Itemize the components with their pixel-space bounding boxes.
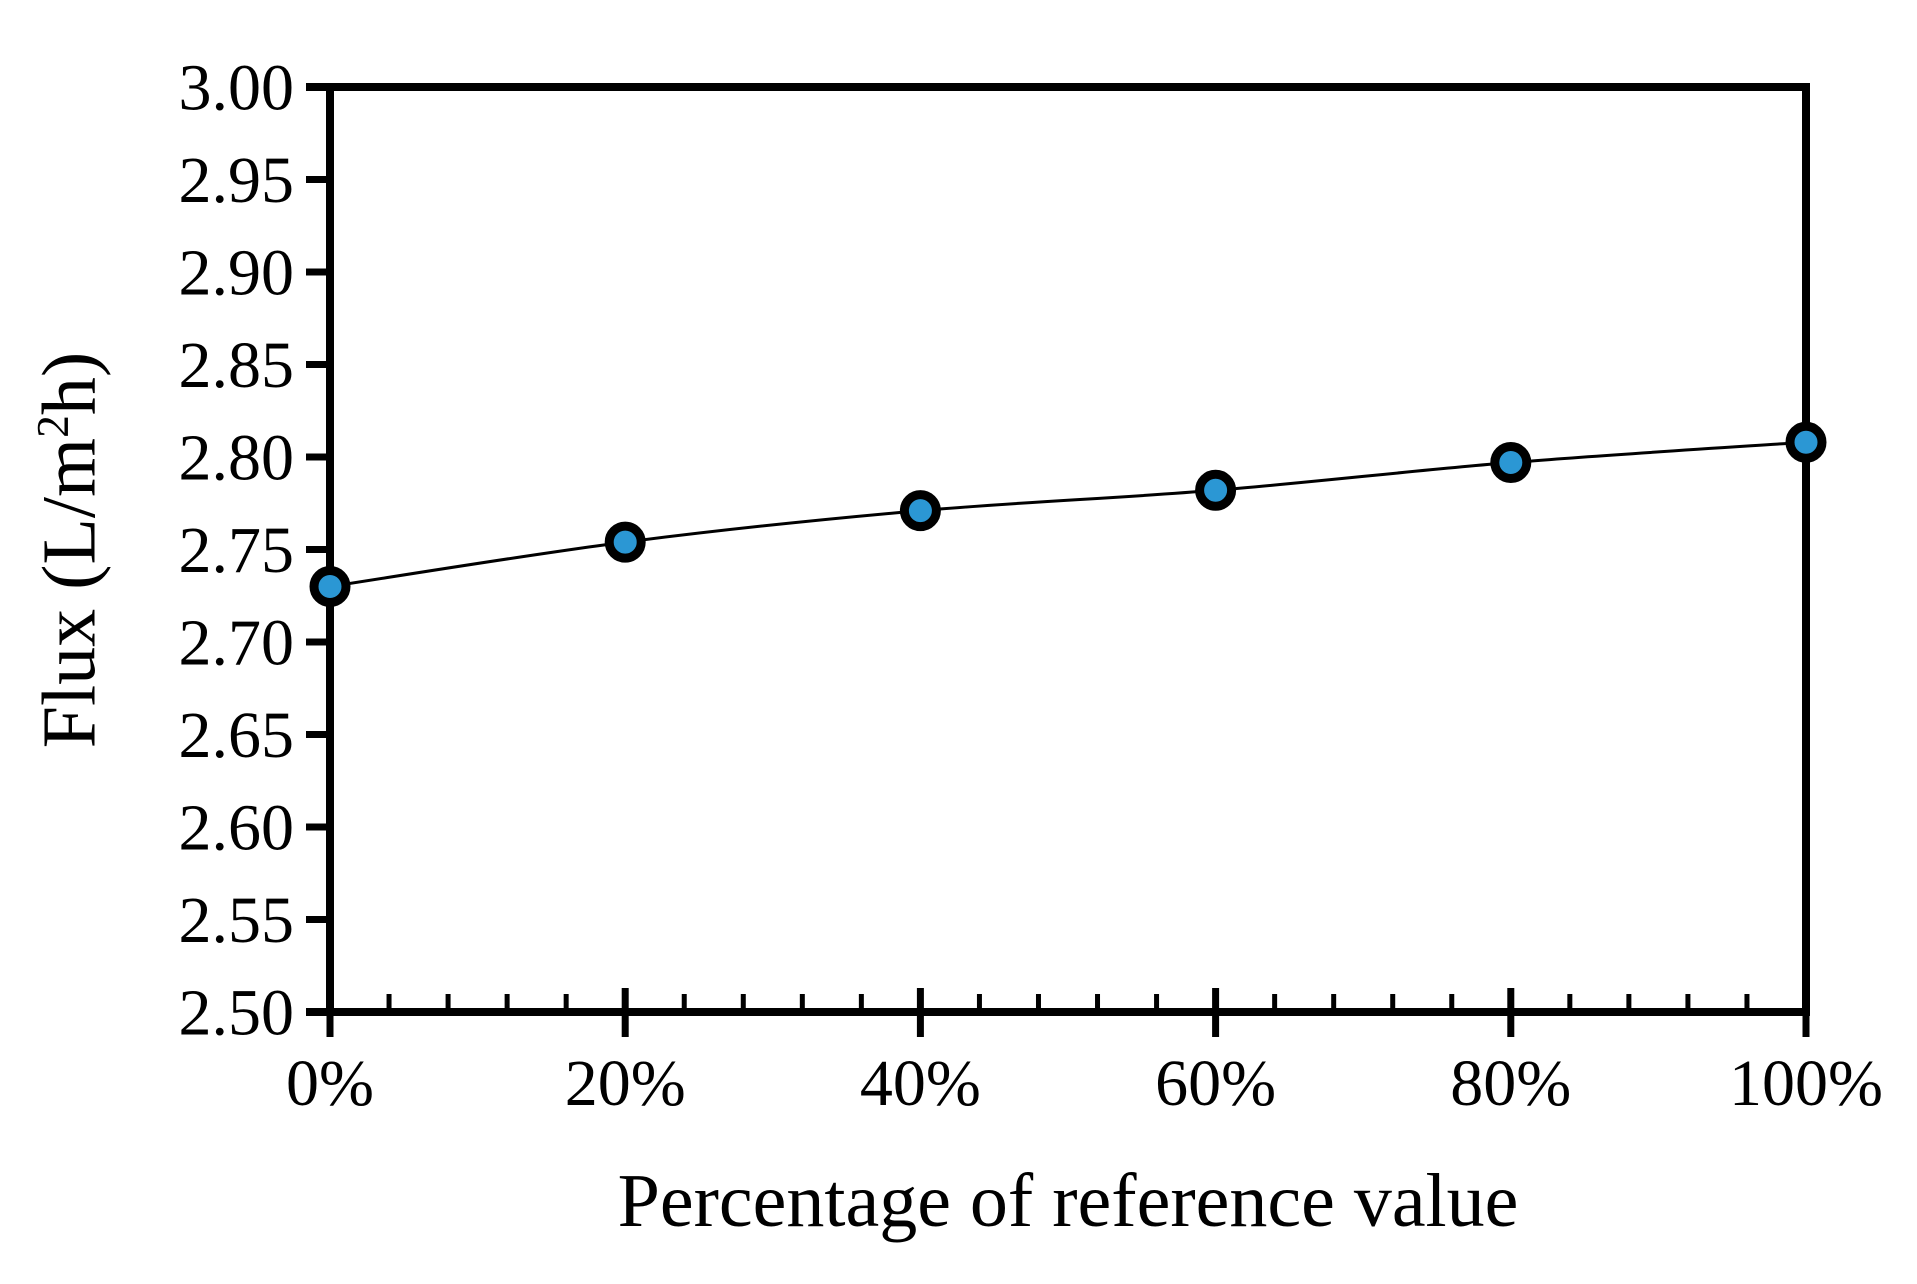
y-tick-label: 2.90 bbox=[179, 236, 295, 309]
y-tick-label: 2.50 bbox=[179, 976, 295, 1049]
y-tick-label: 2.65 bbox=[179, 699, 295, 772]
y-axis-title-post: h) bbox=[27, 351, 112, 416]
y-tick-label: 2.60 bbox=[179, 791, 295, 864]
y-axis-title-pre: Flux (L/m bbox=[27, 437, 112, 749]
x-axis-title: Percentage of reference value bbox=[617, 1159, 1519, 1243]
y-axis-title-superscript: 2 bbox=[27, 415, 79, 438]
y-tick-label: 3.00 bbox=[179, 51, 295, 124]
y-tick-label: 2.70 bbox=[179, 606, 295, 679]
data-point-marker bbox=[604, 521, 646, 563]
data-point-marker bbox=[1785, 421, 1827, 463]
x-tick-label: 0% bbox=[286, 1047, 374, 1120]
data-series-line bbox=[329, 440, 1807, 588]
y-tick-label: 2.95 bbox=[179, 144, 295, 217]
x-tick-label: 60% bbox=[1155, 1047, 1276, 1120]
data-point-marker bbox=[1195, 469, 1237, 511]
y-tick-label: 2.55 bbox=[179, 884, 295, 957]
data-point-marker bbox=[1490, 442, 1532, 484]
x-tick-label: 80% bbox=[1450, 1047, 1571, 1120]
x-tick-label: 20% bbox=[565, 1047, 686, 1120]
x-tick-label: 40% bbox=[860, 1047, 981, 1120]
data-point-marker bbox=[899, 490, 941, 532]
y-tick-label: 2.75 bbox=[179, 514, 295, 587]
data-point-marker bbox=[309, 566, 351, 607]
y-axis-title: Flux (L/m2h) bbox=[27, 352, 114, 748]
y-tick-label: 2.80 bbox=[179, 421, 295, 494]
x-tick-label: 100% bbox=[1729, 1047, 1883, 1120]
y-tick-label: 2.85 bbox=[179, 329, 295, 402]
